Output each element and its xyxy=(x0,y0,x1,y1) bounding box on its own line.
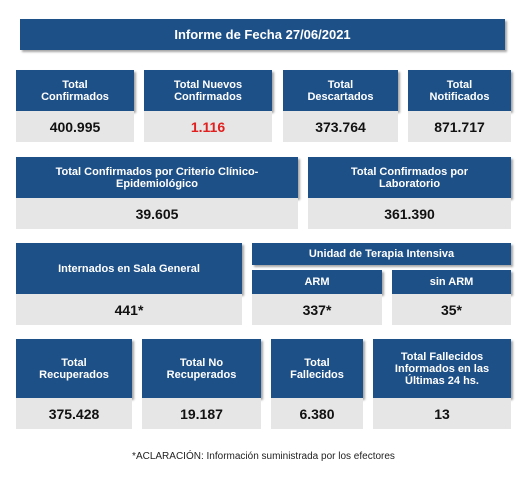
report-title: Informe de Fecha 27/06/2021 xyxy=(20,19,505,50)
clinical-confirmed-label-line2: Epidemiológico xyxy=(116,177,198,190)
new-confirmed-header: Total Nuevos Confirmados xyxy=(144,70,272,111)
confirmed-label-line1: Total xyxy=(62,78,88,91)
recovered-value: 375.428 xyxy=(16,398,132,429)
confirmed-label-line2: Confirmados xyxy=(41,90,109,103)
lab-confirmed-label-line2: Laboratorio xyxy=(378,177,441,190)
new-confirmed-label-line1: Total Nuevos xyxy=(173,78,243,91)
arm-header: ARM xyxy=(252,270,382,294)
deceased-24h-label-line2: Informados en las xyxy=(394,362,490,375)
deceased-value: 6.380 xyxy=(271,398,363,429)
sin-arm-label: sin ARM xyxy=(429,276,474,288)
recovered-label-line2: Recuperados xyxy=(39,368,109,381)
lab-confirmed-label-line1: Total Confirmados por xyxy=(350,165,469,178)
not-recovered-label-line1: Total No xyxy=(179,356,224,369)
confirmed-value: 400.995 xyxy=(16,111,134,142)
deceased-24h-value: 13 xyxy=(373,398,511,429)
not-recovered-header: Total No Recuperados xyxy=(142,339,261,398)
lab-confirmed-header: Total Confirmados por Laboratorio xyxy=(308,157,511,198)
arm-value: 337* xyxy=(252,294,382,325)
general-ward-header: Internados en Sala General xyxy=(16,243,242,294)
new-confirmed-value: 1.116 xyxy=(144,111,272,142)
general-ward-value: 441* xyxy=(16,294,242,325)
deceased-24h-header: Total Fallecidos Informados en las Últim… xyxy=(373,339,511,398)
sin-arm-header: sin ARM xyxy=(392,270,511,294)
notified-label-line1: Total xyxy=(446,78,473,91)
new-confirmed-label-line2: Confirmados xyxy=(174,90,242,103)
notified-header: Total Notificados xyxy=(408,70,511,111)
recovered-header: Total Recuperados xyxy=(16,339,132,398)
icu-header: Unidad de Terapia Intensiva xyxy=(252,243,511,265)
icu-label: Unidad de Terapia Intensiva xyxy=(308,248,455,260)
clinical-confirmed-label-line1: Total Confirmados por Criterio Clínico- xyxy=(55,165,259,178)
general-ward-label: Internados en Sala General xyxy=(58,262,200,275)
deceased-24h-label-line3: Últimas 24 hs. xyxy=(405,374,479,387)
discarded-header: Total Descartados xyxy=(283,70,398,111)
discarded-label-line1: Total xyxy=(327,78,354,91)
not-recovered-label-line2: Recuperados xyxy=(166,368,237,381)
clinical-confirmed-header: Total Confirmados por Criterio Clínico- … xyxy=(16,157,298,198)
sin-arm-value: 35* xyxy=(392,294,511,325)
arm-label: ARM xyxy=(304,276,330,288)
discarded-label-line2: Descartados xyxy=(307,90,374,103)
notified-label-line2: Notificados xyxy=(429,90,490,103)
discarded-value: 373.764 xyxy=(283,111,398,142)
deceased-label-line2: Fallecidos xyxy=(290,368,344,381)
lab-confirmed-value: 361.390 xyxy=(308,198,511,229)
deceased-24h-label-line1: Total Fallecidos xyxy=(400,350,484,363)
report-title-text: Informe de Fecha 27/06/2021 xyxy=(174,26,351,42)
confirmed-header: Total Confirmados xyxy=(16,70,134,111)
notified-value: 871.717 xyxy=(408,111,511,142)
deceased-label-line1: Total xyxy=(304,356,330,369)
recovered-label-line1: Total xyxy=(61,356,87,369)
footnote: *ACLARACIÓN: Información suministrada po… xyxy=(132,451,395,462)
not-recovered-value: 19.187 xyxy=(142,398,261,429)
deceased-header: Total Fallecidos xyxy=(271,339,363,398)
clinical-confirmed-value: 39.605 xyxy=(16,198,298,229)
